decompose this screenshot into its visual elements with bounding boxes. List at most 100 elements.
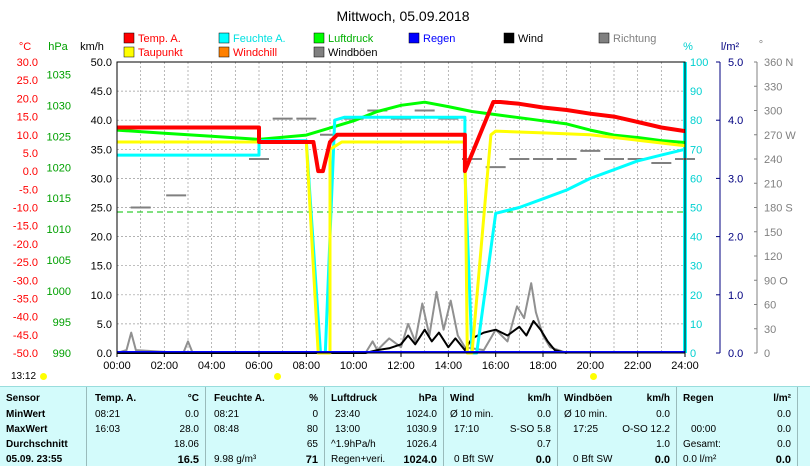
stats-time: Ø 10 min. [564, 409, 608, 420]
legend: Temp. A. Taupunkt Feuchte A. Windchill Luftd… [123, 32, 656, 59]
stats-extra: ^1.9hPa/h [331, 439, 376, 450]
stats-col-sensor: Sensor MinWert MaxWert Durchschnitt 05.0… [0, 387, 87, 466]
temp-tick-label: 20.0 [17, 93, 38, 105]
legend-swatch [218, 46, 230, 58]
legend-label: Taupunkt [138, 47, 183, 59]
stats-extra: 0.0 l/m² [683, 454, 717, 465]
wind-tick-label: 0.0 [97, 348, 112, 360]
legend-label: Richtung [613, 33, 656, 45]
temp-axis-unit: °C [19, 41, 31, 53]
stats-value: 0.0 [656, 409, 670, 420]
stats-value: 65 [306, 439, 318, 450]
temp-tick-label: 0.0 [23, 166, 38, 178]
clock-label: 13:12 [11, 371, 37, 382]
legend-label: Wind [518, 33, 543, 45]
temp-tick-label: 25.0 [17, 75, 38, 87]
pressure-tick-label: 1025 [47, 131, 71, 143]
temp-tick-label: 10.0 [17, 130, 38, 142]
stats-header: Windböen [564, 393, 613, 404]
temp-tick-label: -10.0 [13, 203, 38, 215]
axes: 30.0 25.0 20.0 15.0 10.0 5.0 0.0 -5.0 -10.0 -15.0… [13, 39, 796, 372]
legend-label: Luftdruck [328, 33, 374, 45]
weather-chart: Mittwoch, 05.09.2018 Temp. A. Taupunkt Feu… [13, 8, 796, 372]
stats-time: 13:00 [335, 424, 361, 435]
stats-value: S-SO 5.8 [509, 424, 551, 435]
wind-tick-label: 15.0 [91, 261, 112, 273]
humidity-tick-label: 90 [690, 86, 702, 98]
sunset-marker-icon [590, 373, 597, 380]
time-tick-label: 18:00 [529, 360, 557, 372]
stats-value: 16.5 [177, 454, 199, 466]
stats-value: 28.0 [179, 424, 199, 435]
stats-extra: 9.98 g/m³ [214, 454, 257, 465]
stats-header: Feuchte A. [214, 393, 265, 404]
pressure-tick-label: 1020 [47, 162, 71, 174]
stats-header: Luftdruck [331, 393, 378, 404]
temp-tick-label: -15.0 [13, 221, 38, 233]
direction-tick-label: 300 [764, 106, 782, 118]
legend-label: Temp. A. [138, 33, 181, 45]
series-line-luftdruck [116, 100, 686, 144]
stats-value: 0.0 [777, 439, 791, 450]
temp-tick-label: -35.0 [13, 293, 38, 305]
legend-label: Windchill [233, 47, 277, 59]
stats-value: 0.7 [537, 439, 551, 450]
direction-tick-label: 330 [764, 81, 782, 93]
pressure-tick-label: 1000 [47, 286, 71, 298]
stats-row-label: 05.09. 23:55 [6, 454, 63, 465]
chart-title: Mittwoch, 05.09.2018 [336, 8, 469, 24]
legend-label: Feuchte A. [233, 33, 286, 45]
stats-value: 0.0 [654, 454, 670, 466]
stats-header: Wind [450, 393, 475, 404]
stats-extra: 0 Bft SW [573, 454, 613, 465]
temp-tick-label: -50.0 [13, 348, 38, 360]
humidity-tick-label: 100 [690, 57, 708, 69]
grid [117, 61, 685, 354]
wind-tick-label: 25.0 [91, 203, 112, 215]
pressure-tick-label: 990 [53, 348, 71, 360]
rain-axis-unit: l/m² [721, 41, 740, 53]
stats-value: 0.0 [777, 409, 791, 420]
time-tick-label: 10:00 [340, 360, 368, 372]
stats-time: 17:10 [454, 424, 480, 435]
rain-tick-label: 4.0 [728, 115, 743, 127]
rain-tick-label: 1.0 [728, 290, 743, 302]
direction-tick-label: 90 O [764, 275, 788, 287]
sun-marker-icon [40, 373, 47, 380]
stats-row-label: MaxWert [6, 424, 48, 435]
pressure-tick-label: 1030 [47, 100, 71, 112]
stats-value: 0.0 [185, 409, 199, 420]
time-bar: 13:12 [0, 370, 810, 386]
stats-row-label: MinWert [6, 409, 46, 420]
temp-tick-label: -40.0 [13, 312, 38, 324]
time-tick-label: 20:00 [577, 360, 605, 372]
legend-swatch [218, 32, 230, 44]
humidity-tick-label: 20 [690, 290, 702, 302]
stats-value: 1030.9 [406, 424, 437, 435]
stats-extra: Gesamt: [683, 439, 721, 450]
stats-unit: hPa [418, 393, 437, 404]
humidity-tick-label: 30 [690, 261, 702, 273]
stats-time: 17:25 [573, 424, 599, 435]
legend-swatch [503, 32, 515, 44]
time-tick-label: 22:00 [624, 360, 652, 372]
direction-tick-label: 180 S [764, 203, 793, 215]
stats-value: 0.0 [775, 454, 791, 466]
legend-swatch [313, 46, 325, 58]
direction-tick-label: 60 [764, 300, 776, 312]
time-tick-label: 04:00 [198, 360, 226, 372]
stats-value: O-SO 12.2 [622, 424, 670, 435]
stats-value: 0 [312, 409, 318, 420]
series-layer [116, 100, 695, 355]
direction-axis-unit: ° [759, 39, 763, 51]
time-tick-label: 02:00 [151, 360, 179, 372]
temp-tick-label: 5.0 [23, 148, 38, 160]
temp-tick-label: -5.0 [19, 184, 38, 196]
stats-header: Regen [683, 393, 714, 404]
temp-tick-label: 30.0 [17, 57, 38, 69]
direction-tick-label: 360 N [764, 57, 793, 69]
stats-time: 16:03 [95, 424, 121, 435]
time-tick-label: 14:00 [435, 360, 463, 372]
direction-tick-label: 120 [764, 251, 782, 263]
time-tick-label: 24:00 [671, 360, 699, 372]
